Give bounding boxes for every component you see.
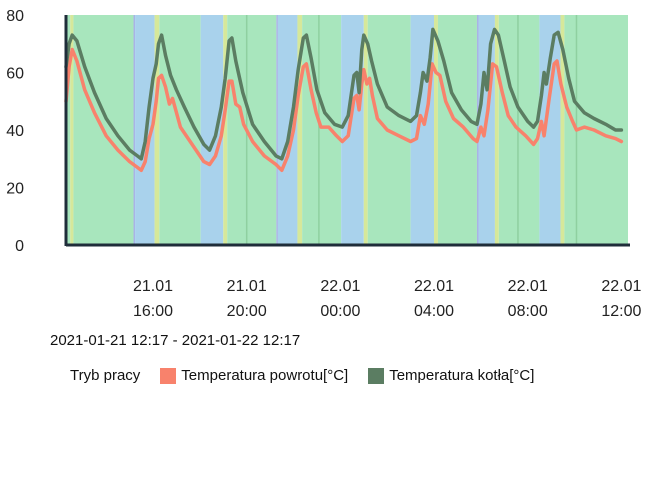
mode-band-lavender bbox=[276, 15, 278, 245]
y-tick-label: 80 bbox=[6, 8, 24, 25]
x-tick-label-date: 21.01 bbox=[227, 278, 267, 295]
legend-swatch-boiler-temp bbox=[368, 367, 385, 384]
mode-band-yellow bbox=[494, 15, 499, 245]
mode-band-yellow bbox=[223, 15, 228, 245]
mode-band-lavender bbox=[476, 15, 479, 245]
x-tick-label-time: 16:00 bbox=[133, 303, 173, 320]
legend: Tryb pracy Temperatura powrotu[°C] Tempe… bbox=[70, 367, 554, 384]
mode-band-yellow bbox=[363, 15, 368, 245]
legend-swatch-return-temp bbox=[160, 367, 177, 384]
mode-band-yellow bbox=[297, 15, 303, 245]
y-tick-label: 60 bbox=[6, 66, 24, 83]
x-tick-label-date: 22.01 bbox=[320, 278, 360, 295]
x-tick-label-time: 04:00 bbox=[414, 303, 454, 320]
legend-item-return-temp[interactable]: Temperatura powrotu[°C] bbox=[160, 367, 348, 384]
mode-band-blue bbox=[277, 15, 298, 245]
legend-label-boiler-temp: Temperatura kotła[°C] bbox=[389, 367, 535, 384]
x-tick-label-date: 22.01 bbox=[414, 278, 454, 295]
mode-band-green bbox=[437, 15, 477, 245]
x-tick-label-date: 21.01 bbox=[133, 278, 173, 295]
legend-item-mode[interactable]: Tryb pracy bbox=[70, 367, 140, 384]
x-tick-labels: 21.01 16:00 21.01 20:00 22.01 00:00 22.01 04:00… bbox=[133, 278, 641, 320]
mode-band-lavender bbox=[133, 15, 136, 245]
x-tick-label-time: 08:00 bbox=[508, 303, 548, 320]
y-tick-labels: 0 20 40 60 80 bbox=[6, 8, 24, 255]
y-tick-label: 20 bbox=[6, 181, 24, 198]
x-tick-label-time: 12:00 bbox=[601, 303, 641, 320]
legend-label-return-temp: Temperatura powrotu[°C] bbox=[181, 367, 349, 384]
chart: 0 20 40 60 80 21.01 16:00 21.01 20:00 22.01 00:00… bbox=[6, 8, 641, 320]
date-range-label: 2021-01-21 12:17 - 2021-01-22 12:17 bbox=[50, 332, 301, 349]
x-tick-label-time: 00:00 bbox=[320, 303, 360, 320]
x-tick-label-time: 20:00 bbox=[227, 303, 267, 320]
x-tick-label-date: 22.01 bbox=[601, 278, 641, 295]
x-tick-label-date: 22.01 bbox=[508, 278, 548, 295]
legend-mode-label: Tryb pracy bbox=[70, 367, 141, 384]
mode-band-green bbox=[66, 15, 71, 245]
mode-band-yellow bbox=[434, 15, 438, 245]
mode-band-yellow bbox=[70, 15, 74, 245]
mode-band-yellow bbox=[560, 15, 565, 245]
y-tick-label: 40 bbox=[6, 123, 24, 140]
legend-item-boiler-temp[interactable]: Temperatura kotła[°C] bbox=[368, 367, 534, 384]
y-tick-label: 0 bbox=[15, 238, 24, 255]
series-return-temp bbox=[64, 47, 624, 173]
series-boiler-temp bbox=[64, 27, 624, 161]
series-lines bbox=[64, 27, 624, 173]
mode-band-yellow bbox=[154, 15, 160, 245]
axes bbox=[64, 15, 630, 247]
mode-band-blue bbox=[200, 15, 224, 245]
